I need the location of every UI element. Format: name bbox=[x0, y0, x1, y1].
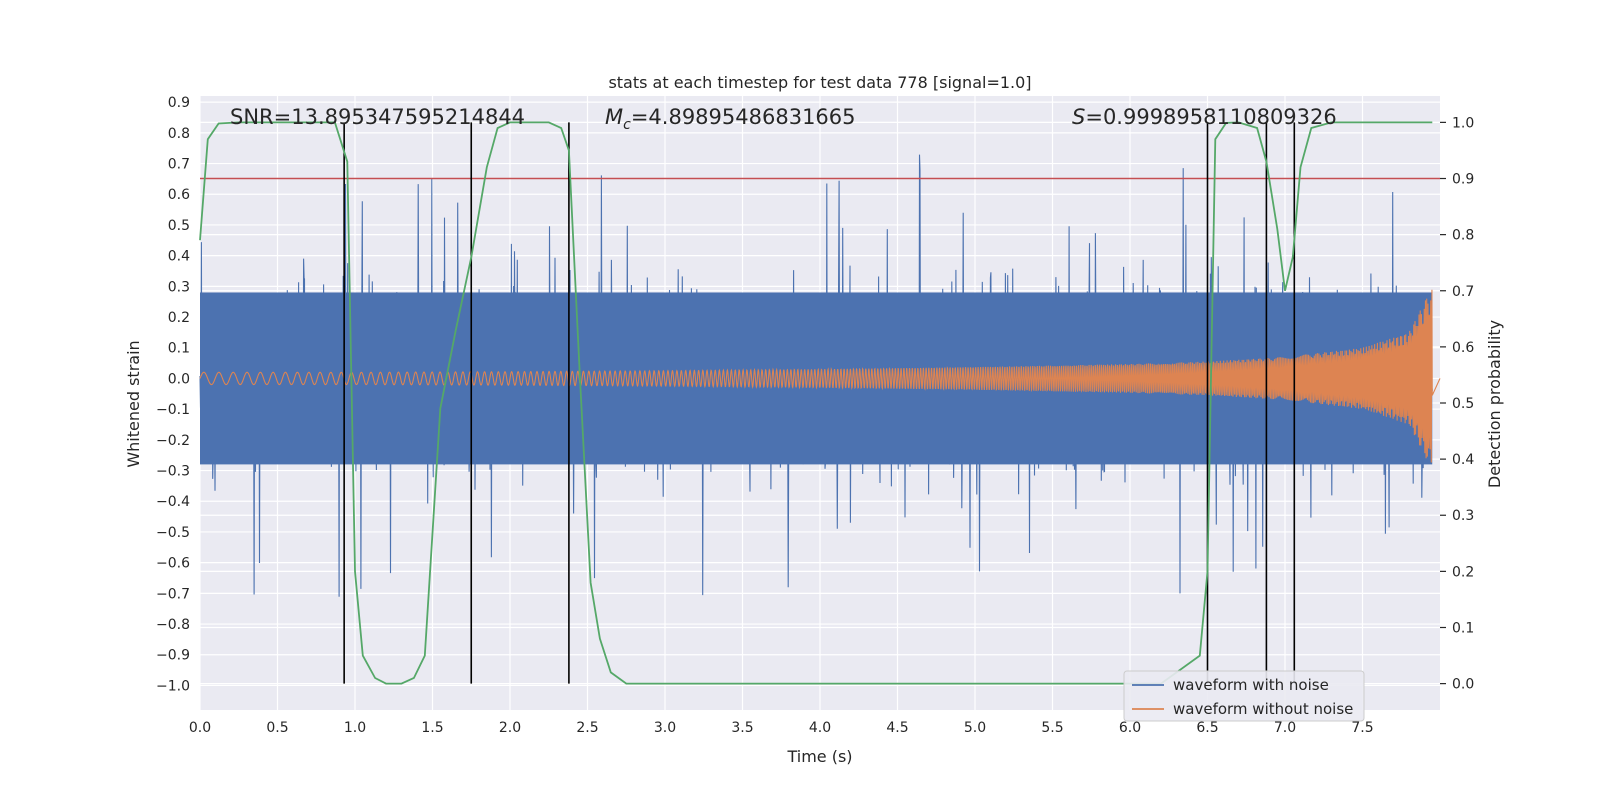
y-left-tick-label: 0.4 bbox=[168, 249, 190, 265]
y-left-tick-label: 0.7 bbox=[168, 157, 190, 173]
x-tick-label: 2.5 bbox=[576, 720, 598, 736]
vertical-markers bbox=[343, 122, 1296, 684]
mc-value: =4.89895486831665 bbox=[631, 105, 856, 129]
y-left-axis-label: Whitened strain bbox=[124, 340, 143, 467]
y-left-tick-label: −0.9 bbox=[156, 648, 190, 664]
x-tick-label: 3.5 bbox=[731, 720, 753, 736]
legend-box bbox=[1123, 670, 1365, 722]
y-left-tick-label: 0.0 bbox=[168, 371, 190, 387]
y-left-tick-label: 0.3 bbox=[168, 279, 190, 295]
mc-symbol: M bbox=[605, 105, 623, 129]
clean-trace bbox=[199, 289, 1441, 463]
x-axis-label: Time (s) bbox=[786, 747, 852, 766]
s-value: =0.9998958110809326 bbox=[1085, 105, 1336, 129]
x-axis-ticks: 0.0 0.5 1.0 1.5 2.0 2.5 3.0 3.5 4.0 4.5 5.0 5.5 6.0 6… bbox=[189, 720, 1374, 736]
s-symbol: S bbox=[1072, 105, 1085, 129]
x-tick-label: 7.5 bbox=[1351, 720, 1373, 736]
mc-annotation: Mc=4.89895486831665 bbox=[605, 105, 856, 133]
legend: waveform with noise waveform without noi… bbox=[1123, 670, 1365, 722]
s-annotation: S=0.9998958110809326 bbox=[1072, 105, 1337, 129]
x-tick-label: 1.5 bbox=[421, 720, 443, 736]
x-tick-label: 3.0 bbox=[654, 720, 676, 736]
x-tick-label: 5.5 bbox=[1041, 720, 1063, 736]
y-left-axis-ticks: 0.9 0.8 0.7 0.6 0.5 0.4 0.3 0.2 0.1 0.0 −0.1 −0.2 −0… bbox=[156, 95, 190, 694]
y-left-tick-label: 0.1 bbox=[168, 341, 190, 357]
x-tick-label: 6.5 bbox=[1196, 720, 1218, 736]
y-left-tick-label: −0.8 bbox=[156, 617, 190, 633]
y-right-tick-label: 0.7 bbox=[1452, 284, 1474, 300]
y-left-tick-label: 0.5 bbox=[168, 218, 190, 234]
y-left-tick-label: 0.8 bbox=[168, 126, 190, 142]
x-tick-label: 1.0 bbox=[344, 720, 366, 736]
y-left-tick-label: 0.6 bbox=[168, 187, 190, 203]
x-tick-label: 4.5 bbox=[886, 720, 908, 736]
x-tick-label: 4.0 bbox=[809, 720, 831, 736]
x-tick-label: 0.0 bbox=[189, 720, 211, 736]
snr-annotation: SNR=13.895347595214844 bbox=[230, 105, 525, 129]
x-tick-label: 5.0 bbox=[964, 720, 986, 736]
x-tick-label: 6.0 bbox=[1119, 720, 1141, 736]
y-right-tick-label: 0.6 bbox=[1452, 340, 1474, 356]
y-left-tick-label: 0.2 bbox=[168, 310, 190, 326]
legend-label-noise: waveform with noise bbox=[1173, 676, 1329, 694]
y-right-tick-label: 0.1 bbox=[1452, 620, 1474, 636]
y-right-tick-label: 0.4 bbox=[1452, 452, 1474, 468]
y-left-tick-label: −0.3 bbox=[156, 464, 190, 480]
x-tick-label: 0.5 bbox=[266, 720, 288, 736]
y-left-tick-label: −0.7 bbox=[156, 586, 190, 602]
y-right-tick-label: 0.9 bbox=[1452, 172, 1474, 188]
y-right-tick-label: 1.0 bbox=[1452, 115, 1474, 131]
y-left-tick-label: −0.2 bbox=[156, 433, 190, 449]
y-left-tick-label: −0.5 bbox=[156, 525, 190, 541]
y-left-tick-label: −0.1 bbox=[156, 402, 190, 418]
y-right-tick-label: 0.2 bbox=[1452, 564, 1474, 580]
y-left-tick-label: −0.6 bbox=[156, 556, 190, 572]
y-right-tick-label: 0.5 bbox=[1452, 396, 1474, 412]
x-tick-label: 2.0 bbox=[499, 720, 521, 736]
y-left-tick-label: 0.9 bbox=[168, 95, 190, 111]
y-right-tick-label: 0.8 bbox=[1452, 228, 1474, 244]
chart-title: stats at each timestep for test data 778… bbox=[608, 73, 1031, 92]
series-detection-probability bbox=[199, 121, 1433, 685]
y-right-tick-label: 0.3 bbox=[1452, 508, 1474, 524]
mc-subscript: c bbox=[623, 117, 631, 133]
y-left-tick-label: −0.4 bbox=[156, 494, 190, 510]
series-waveform-without-noise bbox=[199, 289, 1441, 463]
y-right-axis-ticks: 1.0 0.9 0.8 0.7 0.6 0.5 0.4 0.3 0.2 0.1 0.0 bbox=[1440, 115, 1474, 693]
y-left-tick-label: −1.0 bbox=[156, 678, 190, 694]
x-tick-label: 7.0 bbox=[1274, 720, 1296, 736]
y-right-tick-label: 0.0 bbox=[1452, 677, 1474, 693]
legend-label-clean: waveform without noise bbox=[1173, 700, 1353, 718]
y-right-axis-label: Detection probability bbox=[1485, 320, 1504, 488]
